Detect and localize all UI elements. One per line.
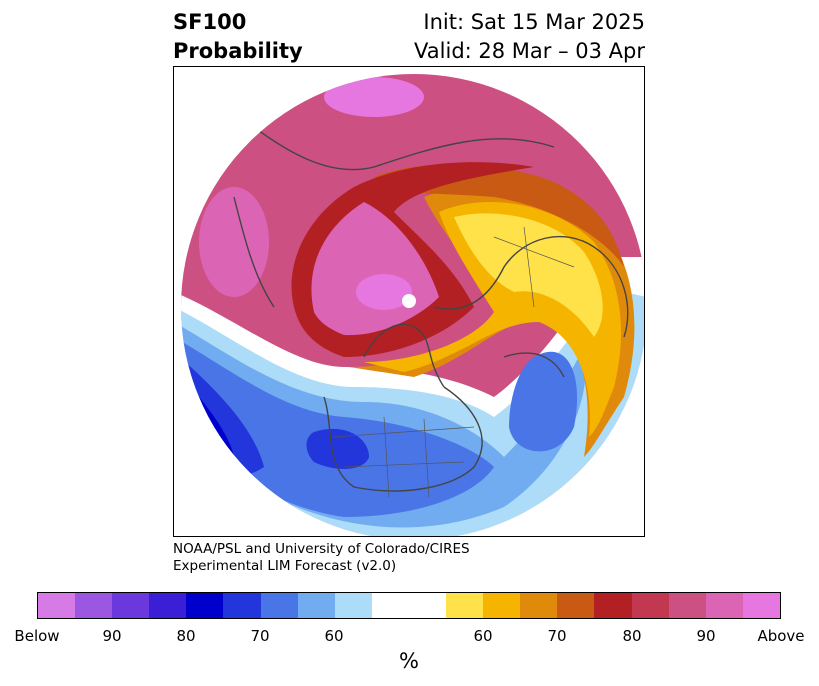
field-below-65-east [509, 351, 578, 452]
field-above-outer [356, 274, 412, 310]
colorbar-tick-label: 60 [324, 627, 344, 645]
colorbar-segment [668, 593, 706, 618]
colorbar-segment [75, 593, 113, 618]
field-below-70-west [306, 428, 369, 469]
colorbar-segment [149, 593, 187, 618]
colorbar-segment [705, 593, 743, 618]
colorbar-segment [297, 593, 335, 618]
colorbar-segment [260, 593, 298, 618]
colorbar-segment [186, 593, 224, 618]
colorbar-segment [112, 593, 150, 618]
border-us-states-2 [383, 416, 390, 498]
colorbar-segment [483, 593, 521, 618]
field-above-55 [454, 213, 603, 337]
credit-line-1: NOAA/PSL and University of Colorado/CIRE… [173, 541, 470, 557]
colorbar-tick-label: 90 [102, 627, 122, 645]
coast-east-asia [233, 196, 275, 308]
colorbar-segment [557, 593, 595, 618]
field-above-90-west [199, 187, 269, 297]
credit-line-2: Experimental LIM Forecast (v2.0) [173, 558, 397, 574]
colorbar-segment [38, 593, 76, 618]
colorbar-segment [520, 593, 558, 618]
credit-text: NOAA/PSL and University of Colorado/CIRE… [173, 541, 470, 575]
coast-north-america [323, 386, 483, 492]
colorbar-tick-label: 90 [696, 627, 716, 645]
coast-arctic-canada [363, 323, 445, 388]
coast-asia [253, 126, 555, 171]
border-us-states-1 [343, 461, 465, 468]
map-title-dates: Init: Sat 15 Mar 2025 Valid: 28 Mar – 03… [330, 8, 645, 66]
probability-field [181, 74, 644, 536]
colorbar-segment [594, 593, 632, 618]
colorbar-tick-label: 80 [176, 627, 196, 645]
border-us-canada [333, 426, 475, 438]
colorbar-tick-label: 80 [622, 627, 642, 645]
political-borders [333, 226, 575, 498]
field-above-70 [374, 164, 624, 267]
colorbar-tick-label: 60 [473, 627, 493, 645]
probability-map-svg [181, 74, 644, 536]
colorbar-tick-label: 70 [547, 627, 567, 645]
colorbar [37, 592, 781, 619]
coast-europe [433, 235, 629, 338]
colorbar-units: % [399, 649, 419, 673]
colorbar-segment [631, 593, 669, 618]
coastlines [233, 126, 629, 492]
pole-hole [402, 294, 416, 308]
border-us-states-3 [423, 418, 430, 498]
colorbar-tick-label: Below [14, 627, 60, 645]
colorbar-tick-label: Above [757, 627, 805, 645]
title-product: Probability [173, 39, 303, 63]
coast-greenland [503, 352, 565, 378]
init-date: Init: Sat 15 Mar 2025 [423, 10, 645, 34]
colorbar-tick-label: 70 [250, 627, 270, 645]
valid-range: Valid: 28 Mar – 03 Apr [414, 39, 645, 63]
field-above-outer-north [324, 77, 424, 117]
border-europe-1 [493, 236, 575, 268]
forecast-map [173, 66, 645, 537]
border-europe-2 [523, 226, 535, 308]
map-title-variable: SF100 Probability [173, 8, 303, 66]
colorbar-segment [334, 593, 372, 618]
colorbar-segment [371, 593, 447, 618]
colorbar-segment [742, 593, 780, 618]
title-variable: SF100 [173, 10, 247, 34]
colorbar-segment [446, 593, 484, 618]
colorbar-segment [223, 593, 261, 618]
